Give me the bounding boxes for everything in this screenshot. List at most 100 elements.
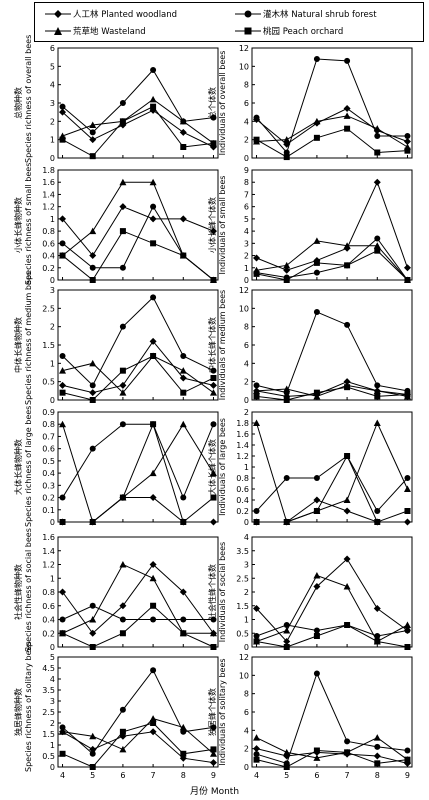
chart-svg: 0 2 4 6 8 10 12 xyxy=(239,286,413,405)
y-tick-label: 0 xyxy=(244,276,249,285)
diamond-marker xyxy=(149,494,157,502)
circle-marker xyxy=(374,235,381,242)
y-tick-label: 0 xyxy=(50,763,55,772)
circle-marker xyxy=(344,738,351,745)
circle-marker xyxy=(374,133,381,139)
square-marker xyxy=(283,277,290,283)
y-tick-label: 12 xyxy=(239,286,249,295)
y-tick-label: 3 xyxy=(50,286,55,295)
y-tick-label: 2 xyxy=(244,136,249,145)
square-marker xyxy=(59,750,66,757)
chart-svg: 0 0.5 1 1.5 2 2.5 3 xyxy=(42,286,219,405)
y-tick-label: 2.5 xyxy=(42,708,55,717)
y-axis-label-en: Species richness of large bees xyxy=(24,405,33,527)
diamond-marker xyxy=(253,745,261,753)
diamond-marker xyxy=(149,728,157,736)
square-marker xyxy=(89,519,96,525)
legend-item-peach-orchard: 桃园 Peach orchard xyxy=(235,23,343,39)
y-tick-label: 0.5 xyxy=(42,378,55,387)
series-line xyxy=(62,69,214,134)
square-marker xyxy=(119,118,126,125)
y-axis-label-cn: 小体长蜂个体数 xyxy=(208,197,217,253)
triangle-marker xyxy=(89,121,97,128)
y-axis-label-cn: 独居蜂个体数 xyxy=(208,688,217,736)
y-tick-label: 2 xyxy=(244,408,249,417)
plot-frame xyxy=(251,656,413,768)
x-tick-label: 6 xyxy=(120,771,125,780)
chart-svg: 0 0.2 0.4 0.6 0.8 1 1.2 1.4 1.6 1.8 2 xyxy=(236,408,413,527)
chart-panel: 社会性蜂物种数 Species richness of social bees 0 0… xyxy=(14,528,219,652)
triangle-marker xyxy=(89,616,97,623)
y-tick-label: 2 xyxy=(50,719,55,728)
y-axis-label: 大体长蜂物种数 Species richness of large bees xyxy=(14,405,34,527)
y-tick-label: 3 xyxy=(50,697,55,706)
chart-panel: 大体长蜂物种数 Species richness of large bees 0 0.… xyxy=(14,406,219,527)
square-marker xyxy=(283,154,290,161)
x-tick-label: 4 xyxy=(60,771,65,780)
diamond-marker xyxy=(179,128,187,136)
square-marker xyxy=(59,519,66,525)
triangle-marker xyxy=(313,237,321,244)
y-axis-label: 总物种数 Species richness of overall bees xyxy=(14,35,34,163)
chart-panel: 总个体数 Individuals of overall bees 0 2 4 6 8 10 12 xyxy=(208,44,413,163)
y-tick-label: 0.2 xyxy=(42,264,55,273)
triangle-marker xyxy=(343,583,351,590)
chart-svg: 0 2 4 6 8 10 12 xyxy=(239,44,413,163)
circle-marker xyxy=(374,633,381,639)
square-marker xyxy=(119,367,126,374)
y-tick-label: 4.5 xyxy=(42,664,55,673)
y-tick-label: 0.6 xyxy=(236,485,249,494)
x-tick-label: 9 xyxy=(211,771,216,780)
circle-marker xyxy=(313,627,320,634)
circle-marker xyxy=(89,129,96,136)
y-tick-label: 1.5 xyxy=(42,730,55,739)
chart-svg: 0 1 2 3 4 5 6 xyxy=(50,44,219,163)
y-tick-label: 5 xyxy=(244,215,249,224)
circle-marker xyxy=(89,382,96,389)
square-marker xyxy=(180,252,187,259)
square-marker xyxy=(89,153,96,160)
y-tick-label: 0.6 xyxy=(42,445,55,454)
triangle-marker xyxy=(149,178,157,186)
diamond-marker xyxy=(59,215,67,223)
series-line xyxy=(256,386,408,401)
y-tick-label: 1.4 xyxy=(236,441,249,450)
square-marker xyxy=(210,494,217,501)
triangle-marker xyxy=(209,389,217,396)
circle-marker xyxy=(59,240,66,247)
square-marker xyxy=(210,277,217,283)
series-line xyxy=(256,180,408,271)
y-axis-label: 大体长蜂个体数 Individuals of large bees xyxy=(208,407,228,527)
diamond-marker xyxy=(343,105,351,112)
legend-label: 人工林 Planted woodland xyxy=(73,10,178,20)
square-marker-icon xyxy=(235,27,261,35)
square-marker xyxy=(344,749,351,756)
circle-marker xyxy=(150,294,157,301)
y-tick-label: 1 xyxy=(50,136,55,145)
square-marker xyxy=(119,228,126,235)
triangle-marker xyxy=(119,561,127,568)
circle-marker xyxy=(283,149,290,156)
circle-marker xyxy=(119,706,126,713)
y-tick-label: 4 xyxy=(244,117,249,126)
y-tick-label: 1 xyxy=(244,264,249,273)
square-marker xyxy=(180,519,187,525)
series-line xyxy=(62,423,214,523)
triangle-marker xyxy=(89,359,97,367)
triangle-marker xyxy=(313,754,321,761)
y-tick-label: 0.9 xyxy=(42,408,55,417)
y-axis-label-en: Species richness of social bees xyxy=(24,528,33,652)
square-marker xyxy=(404,508,411,514)
diamond-marker xyxy=(283,266,291,274)
circle-marker xyxy=(150,67,157,73)
y-tick-label: 0.8 xyxy=(236,474,249,483)
square-marker xyxy=(344,125,351,132)
y-tick-label: 4 xyxy=(244,359,249,368)
series-line xyxy=(62,355,214,401)
square-marker xyxy=(59,630,66,637)
diamond-marker xyxy=(373,605,381,612)
diamond-marker xyxy=(343,378,351,386)
series-line xyxy=(256,237,408,281)
y-axis-label-en: Species richness of small bees xyxy=(24,162,33,285)
series-line xyxy=(62,563,214,634)
